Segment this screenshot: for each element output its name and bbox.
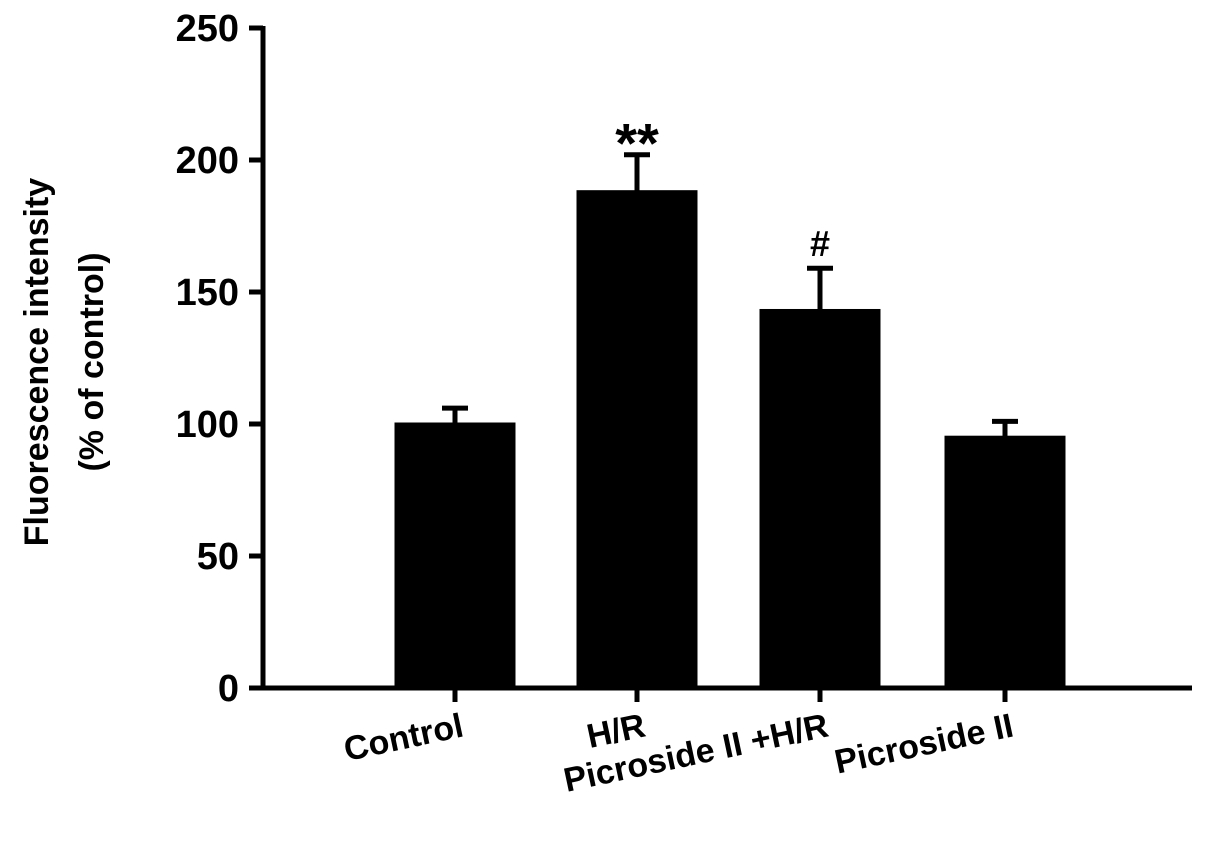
y-tick-label: 0 bbox=[218, 668, 239, 710]
x-axis bbox=[261, 685, 1192, 702]
annotations-group: ** # bbox=[615, 112, 830, 265]
y-tick-label: 150 bbox=[176, 272, 239, 314]
y-axis-label-line2: (% of control) bbox=[73, 252, 111, 471]
bar bbox=[944, 435, 1066, 690]
y-tick-label: 250 bbox=[176, 8, 239, 50]
error-bars-group bbox=[442, 152, 1018, 438]
x-tick-label: Picroside II bbox=[831, 707, 1016, 782]
y-tick-label: 100 bbox=[176, 404, 239, 446]
y-axis: 0 50 100 150 200 250 bbox=[176, 8, 266, 710]
significance-label: # bbox=[810, 223, 830, 264]
bar bbox=[759, 308, 881, 690]
x-tick-label: Control bbox=[341, 707, 467, 769]
y-tick-label: 50 bbox=[197, 536, 239, 578]
bar bbox=[576, 190, 698, 690]
bar bbox=[394, 422, 516, 690]
significance-label: ** bbox=[615, 112, 659, 175]
y-tick-label: 200 bbox=[176, 140, 239, 182]
y-axis-label-line1: Fluorescence intensity bbox=[18, 178, 56, 547]
bars-group bbox=[394, 190, 1066, 690]
y-axis-label: Fluorescence intensity (% of control) bbox=[18, 178, 111, 547]
